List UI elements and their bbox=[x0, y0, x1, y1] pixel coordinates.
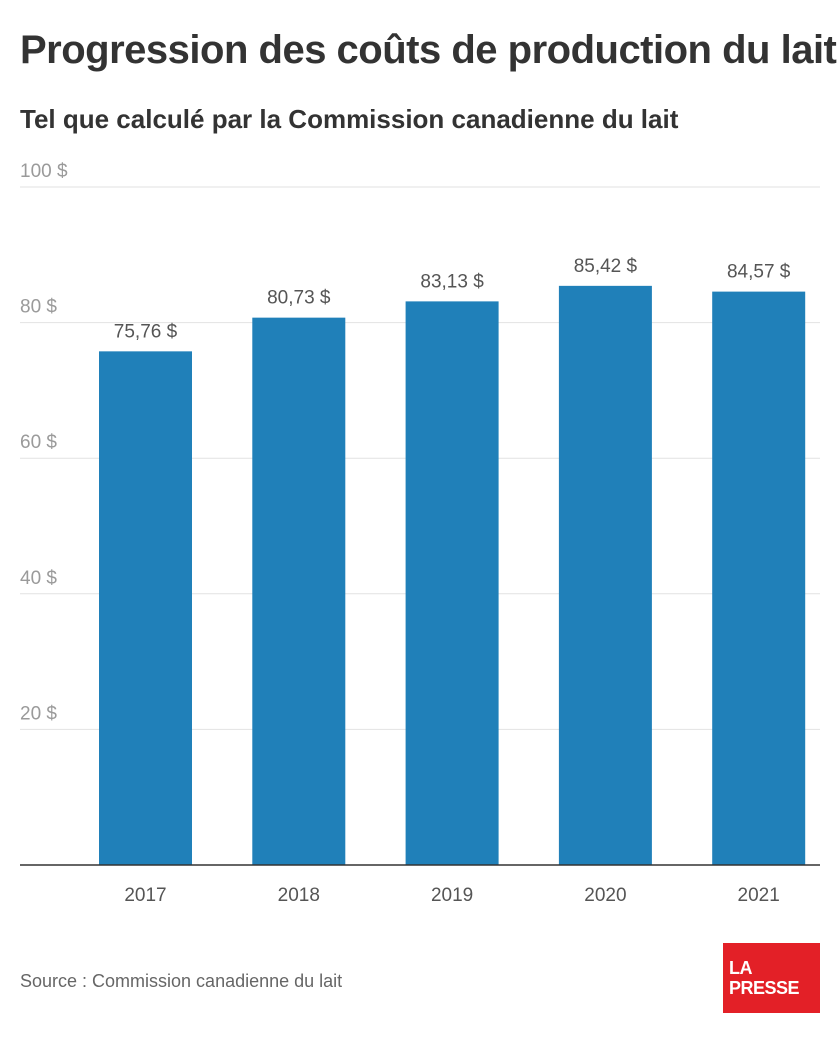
x-tick-label: 2020 bbox=[584, 885, 626, 906]
data-label: 75,76 $ bbox=[114, 321, 178, 342]
bar bbox=[405, 301, 499, 865]
bar bbox=[558, 285, 652, 865]
bar-chart: 20 $ 40 $ 60 $ 80 $ 100 $ 75,76 $ 2017 80,73 $ 2… bbox=[20, 161, 820, 906]
x-tick-label: 2019 bbox=[431, 885, 473, 906]
y-tick-label: 80 $ bbox=[20, 297, 57, 318]
chart-title: Progression des coûts de production du l… bbox=[20, 28, 837, 72]
logo-line-1: LA bbox=[729, 958, 753, 978]
x-tick-label: 2017 bbox=[124, 885, 166, 906]
x-tick-label: 2018 bbox=[278, 885, 320, 906]
data-label: 84,57 $ bbox=[727, 262, 791, 283]
bar bbox=[252, 317, 346, 865]
source-note: Source : Commission canadienne du lait bbox=[20, 971, 343, 991]
y-tick-label: 40 $ bbox=[20, 568, 57, 589]
chart-subtitle: Tel que calculé par la Commission canadi… bbox=[20, 104, 679, 134]
y-tick-label: 100 $ bbox=[20, 161, 68, 182]
x-tick-label: 2021 bbox=[738, 885, 780, 906]
la-presse-logo: LA PRESSE bbox=[723, 943, 820, 1013]
y-tick-label: 20 $ bbox=[20, 703, 57, 724]
logo-line-2: PRESSE bbox=[729, 978, 800, 998]
y-tick-label: 60 $ bbox=[20, 432, 57, 453]
bar bbox=[99, 351, 192, 866]
data-label: 80,73 $ bbox=[267, 288, 331, 309]
data-label: 85,42 $ bbox=[574, 256, 638, 277]
data-label: 83,13 $ bbox=[420, 271, 484, 292]
bar bbox=[712, 291, 806, 865]
